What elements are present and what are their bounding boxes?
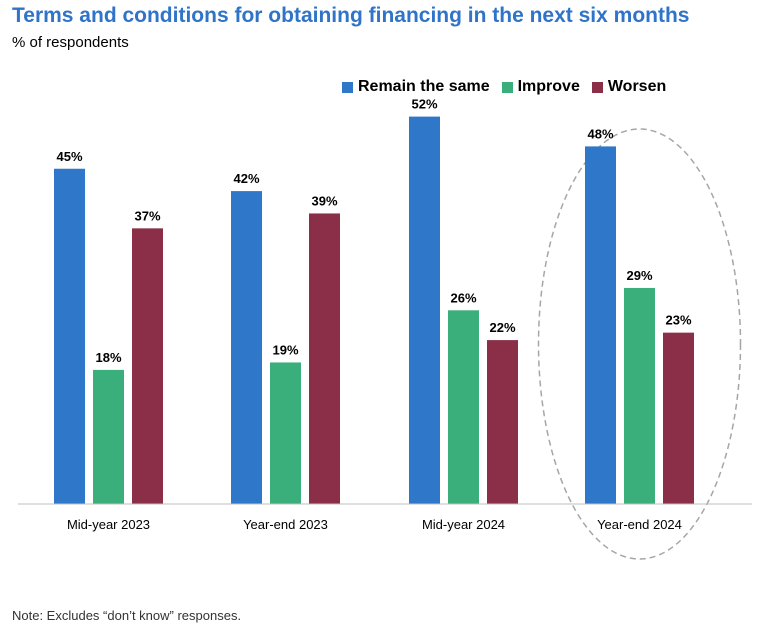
- highlight-ellipse: [537, 128, 742, 560]
- data-label-remain-4: 48%: [587, 126, 613, 141]
- bar-worsen-1: [132, 228, 163, 504]
- legend-label-worsen: Worsen: [607, 78, 667, 95]
- chart-subtitle: % of respondents: [12, 34, 129, 51]
- x-tick-label: Year-end 2023: [243, 517, 328, 532]
- x-tick-label: Mid-year 2024: [422, 517, 505, 532]
- bar-worsen-3: [487, 340, 518, 504]
- legend-item-worsen: Worsen: [591, 78, 667, 96]
- data-label-improve-3: 26%: [450, 290, 476, 305]
- data-label-worsen-2: 39%: [311, 193, 337, 208]
- data-label-remain-1: 45%: [56, 149, 82, 164]
- bar-improve-2: [270, 362, 301, 504]
- legend-swatch-remain: [342, 81, 353, 93]
- bar-remain-3: [409, 116, 440, 504]
- legend-item-remain: Remain the same: [342, 78, 490, 96]
- x-tick-label: Mid-year 2023: [67, 517, 150, 532]
- bar-improve-4: [624, 287, 655, 504]
- bar-worsen-2: [309, 213, 340, 504]
- footnote: Note: Excludes “don’t know” responses.: [12, 608, 242, 623]
- legend-label-improve: Improve: [517, 78, 580, 95]
- bar-remain-2: [231, 191, 262, 504]
- chart-legend: Remain the same Improve Worsen: [342, 78, 678, 96]
- data-label-remain-3: 52%: [411, 97, 437, 112]
- data-label-worsen-1: 37%: [134, 208, 160, 223]
- bar-improve-3: [448, 310, 479, 504]
- bar-remain-1: [54, 168, 85, 504]
- data-label-remain-2: 42%: [233, 171, 259, 186]
- bar-improve-1: [93, 369, 124, 504]
- data-label-improve-1: 18%: [95, 350, 121, 365]
- x-tick-label: Year-end 2024: [597, 517, 682, 532]
- legend-swatch-improve: [501, 81, 513, 93]
- data-label-worsen-4: 23%: [665, 313, 691, 328]
- data-label-worsen-3: 22%: [489, 320, 515, 335]
- bar-worsen-4: [663, 332, 694, 504]
- bar-remain-4: [585, 146, 616, 504]
- legend-item-improve: Improve: [501, 78, 580, 96]
- data-label-improve-2: 19%: [272, 342, 298, 357]
- bar-chart: 45% 18% 37% Mid-year 2023 42% 19% 39% Year-end …: [18, 97, 752, 560]
- legend-swatch-worsen: [591, 81, 603, 93]
- legend-label-remain: Remain the same: [358, 78, 490, 95]
- chart-title: Terms and conditions for obtaining finan…: [12, 4, 690, 27]
- data-label-improve-4: 29%: [626, 268, 652, 283]
